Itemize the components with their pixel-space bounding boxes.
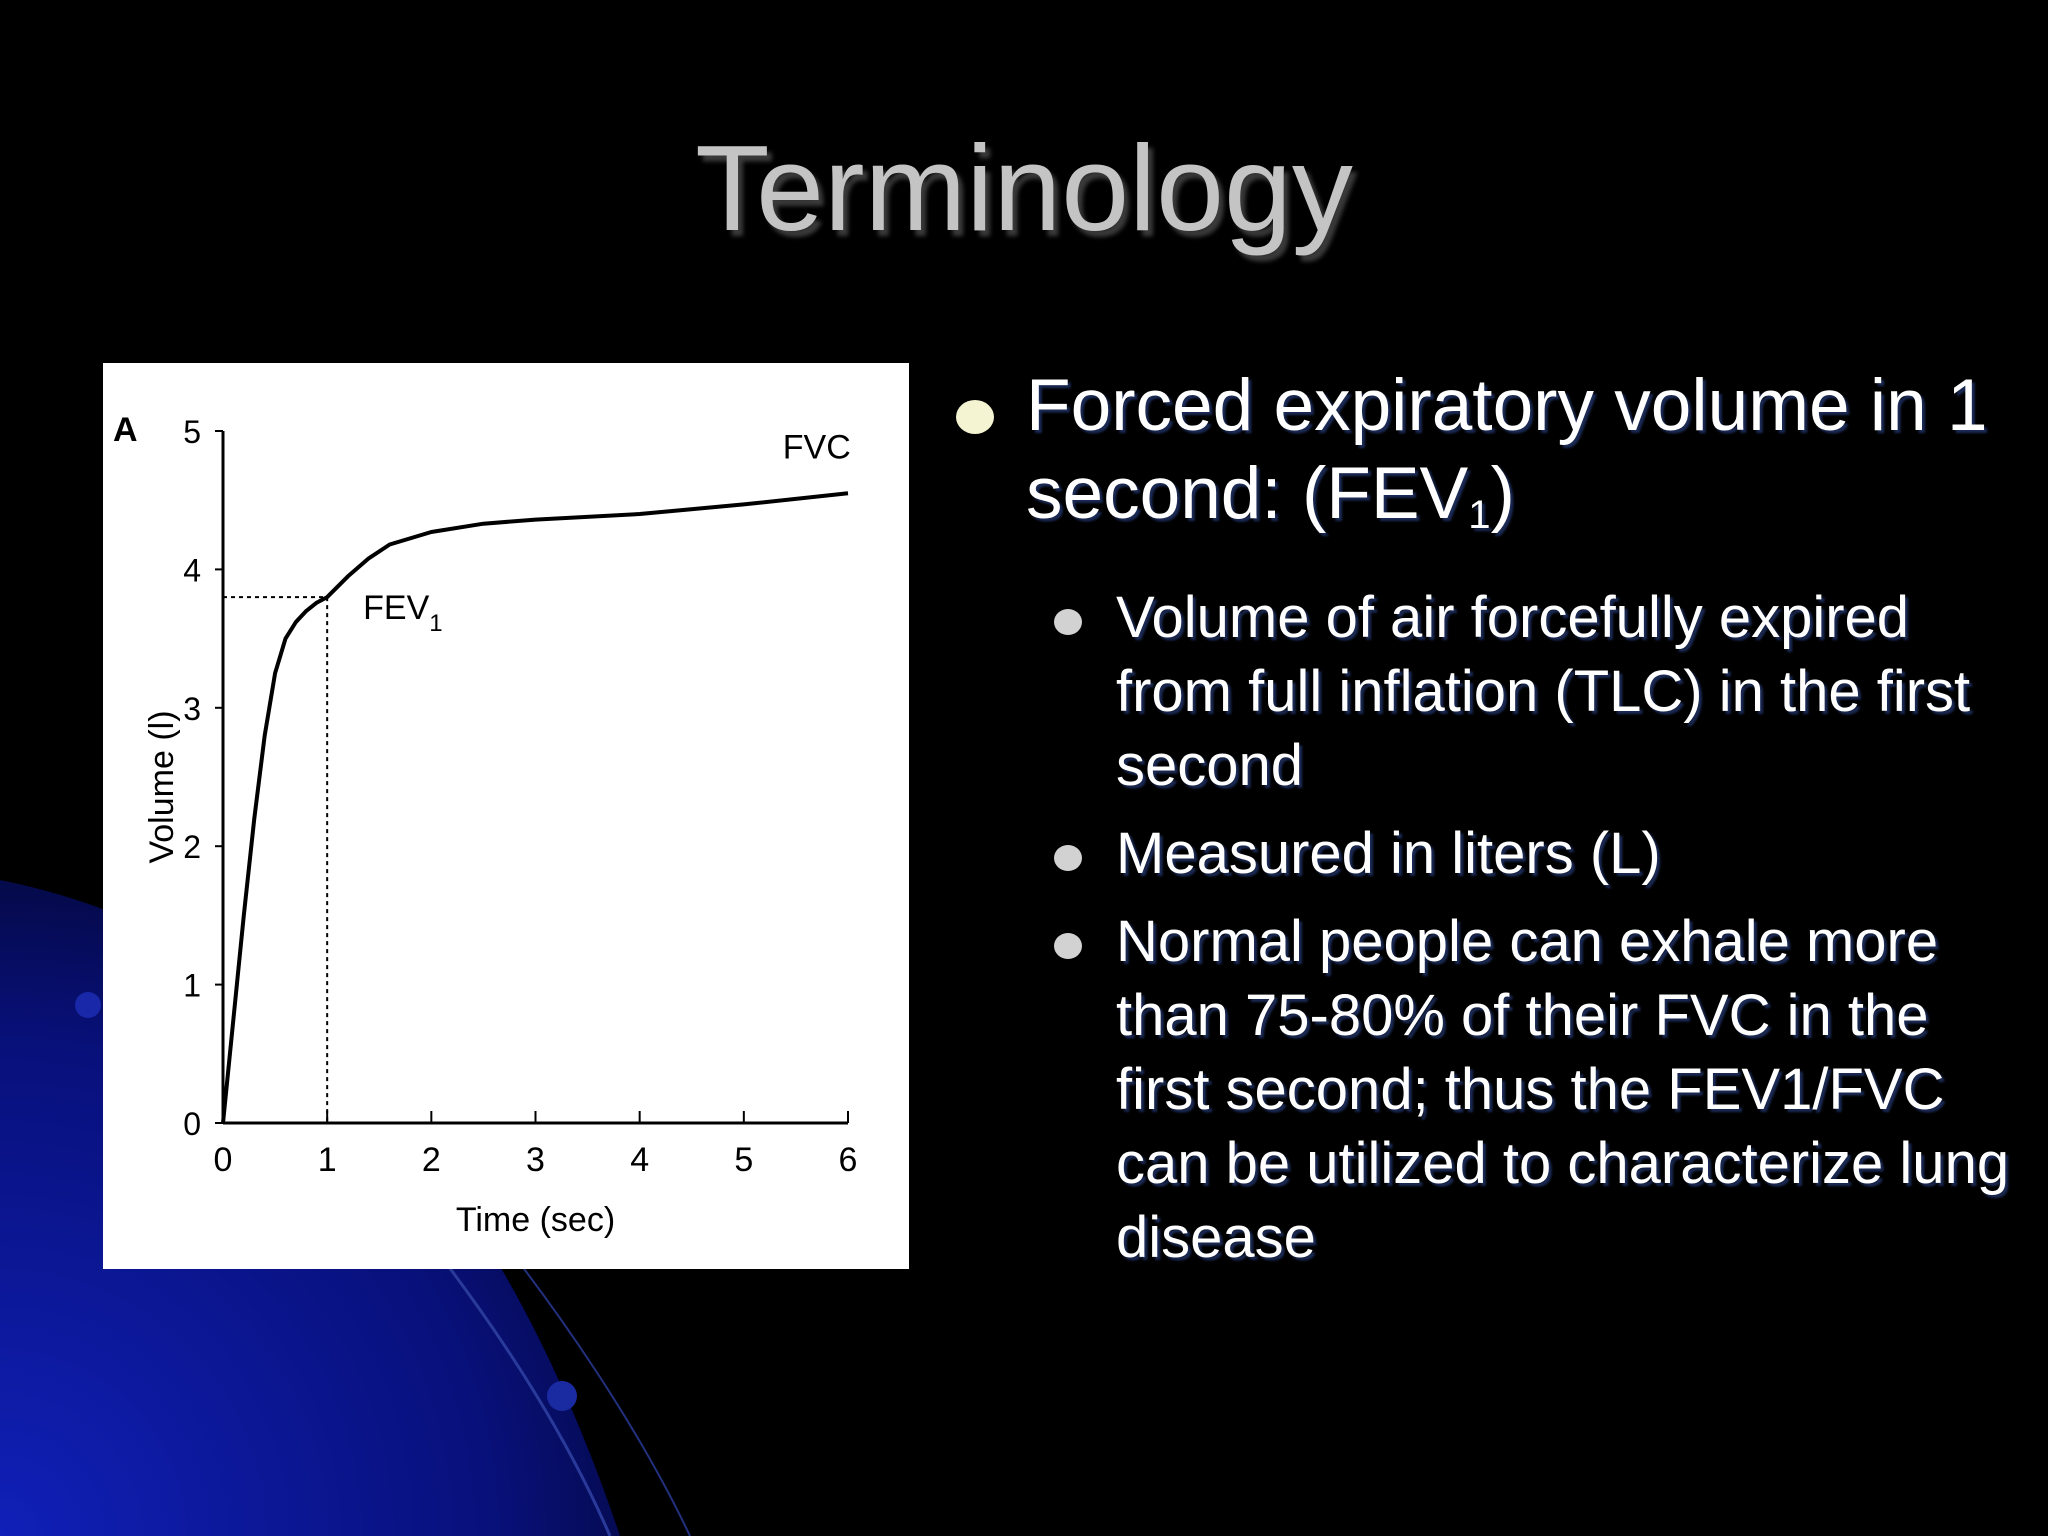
- y-tick-label: 3: [183, 691, 201, 727]
- sub-bullet-text: Volume of air forcefully expired from fu…: [1116, 585, 1971, 799]
- x-tick-label: 6: [839, 1141, 858, 1179]
- fev1-annotation-subscript: 1: [429, 610, 442, 637]
- y-tick-label: 2: [183, 829, 201, 865]
- y-axis-label: Volume (l): [143, 710, 181, 863]
- x-tick-label: 1: [318, 1141, 337, 1179]
- chart-panel: Time (sec) Volume (l) A 0 1 2 3 4 5 0 1 2 3 4 5 6 FEV1…: [103, 363, 909, 1269]
- sub-bullet-item: Volume of air forcefully expired from fu…: [1054, 581, 2010, 803]
- x-tick-label: 0: [214, 1141, 233, 1179]
- bullet-main: Forced expiratory volume in 1 second: (F…: [950, 362, 2010, 559]
- panel-label: A: [113, 411, 138, 449]
- sub-bullet-item: Normal people can exhale more than 75-80…: [1054, 905, 2010, 1275]
- sub-bullet-dot-icon: [1054, 845, 1082, 872]
- sub-bullet-text: Normal people can exhale more than 75-80…: [1116, 909, 2010, 1271]
- y-tick-label: 5: [183, 414, 201, 450]
- slide-title: Terminology: [695, 120, 1353, 256]
- x-tick-label: 3: [526, 1141, 545, 1179]
- bullet-main-subscript: 1: [1468, 492, 1491, 538]
- y-tick-label: 1: [183, 968, 201, 1004]
- volume-curve: [221, 491, 849, 1124]
- bullet-main-tail: ): [1490, 453, 1515, 534]
- fvc-annotation-label: FVC: [783, 429, 851, 467]
- bullet-list: Forced expiratory volume in 1 second: (F…: [950, 362, 2010, 1289]
- sub-bullet-list: Volume of air forcefully expired from fu…: [950, 581, 2010, 1275]
- sub-bullet-dot-icon: [1054, 933, 1082, 960]
- x-tick-label: 2: [422, 1141, 441, 1179]
- fev1-annotation-label: FEV1: [363, 589, 442, 637]
- x-axis-label: Time (sec): [456, 1201, 615, 1239]
- fev1-chart: Time (sec) Volume (l) A 0 1 2 3 4 5 0 1 2 3 4 5 6 FEV1…: [113, 411, 858, 1239]
- y-tick-label: 4: [183, 552, 201, 588]
- bullet-dot-icon: [956, 400, 994, 434]
- bullet-main-text: Forced expiratory volume in 1 second: (F…: [1026, 365, 1988, 534]
- x-tick-label: 4: [630, 1141, 649, 1179]
- y-tick-label: 0: [183, 1106, 201, 1142]
- sub-bullet-dot-icon: [1054, 609, 1082, 636]
- x-tick-label: 5: [734, 1141, 753, 1179]
- sub-bullet-item: Measured in liters (L): [1054, 817, 2010, 891]
- sub-bullet-text: Measured in liters (L): [1116, 821, 1661, 887]
